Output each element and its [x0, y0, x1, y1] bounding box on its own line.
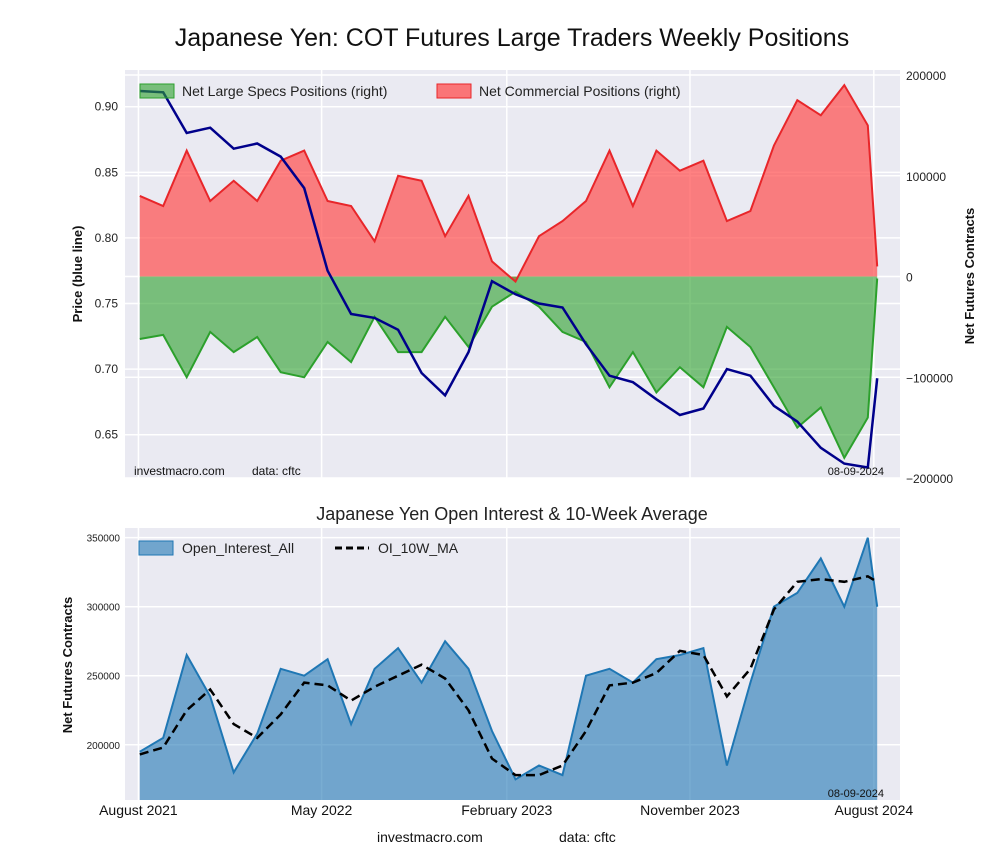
legend-swatch-commercial	[436, 83, 472, 99]
top-right-tick-2: 0	[906, 271, 913, 285]
legend-label-commercial: Net Commercial Positions (right)	[479, 83, 681, 99]
footer-source: investmacro.com	[377, 829, 483, 845]
commercial-line	[139, 83, 879, 284]
bottom-ma-line	[139, 574, 878, 777]
ma-line	[139, 574, 878, 777]
top-left-tick-4: 0.85	[95, 165, 119, 179]
bottom-ytick-3: 350000	[87, 534, 121, 545]
bottom-oi-area	[139, 537, 879, 800]
top-right-tick-4: 200000	[906, 69, 946, 83]
bottom-title: Japanese Yen Open Interest & 10-Week Ave…	[316, 504, 708, 524]
footer-data: data: cftc	[559, 829, 616, 845]
bottom-legend: Open_Interest_All OI_10W_MA	[138, 540, 459, 556]
top-areas	[139, 83, 879, 461]
oi-line	[139, 537, 879, 781]
bottom-yticks: 200000 250000 300000 350000	[87, 534, 121, 752]
legend-label-ma: OI_10W_MA	[378, 540, 459, 556]
legend-swatch-specs	[139, 83, 175, 99]
top-price-line	[139, 89, 879, 469]
bottom-ytick-2: 300000	[87, 603, 121, 614]
price-line	[139, 89, 879, 469]
top-source-note: investmacro.com	[134, 464, 225, 478]
top-data-note: data: cftc	[252, 464, 301, 478]
oi-area-fill	[139, 537, 878, 800]
figure-title: Japanese Yen: COT Futures Large Traders …	[175, 24, 849, 52]
bottom-panel: Japanese Yen Open Interest & 10-Week Ave…	[60, 504, 913, 818]
top-ylabel-left: Price (blue line)	[70, 226, 85, 323]
bottom-xtick-3: November 2023	[640, 802, 740, 818]
top-left-tick-1: 0.70	[95, 362, 119, 376]
top-legend: Net Large Specs Positions (right) Net Co…	[139, 83, 681, 99]
bottom-xtick-1: May 2022	[291, 802, 353, 818]
bottom-xtick-0: August 2021	[99, 802, 178, 818]
top-date-note: 08-09-2024	[828, 466, 884, 478]
bottom-xtick-2: February 2023	[461, 802, 552, 818]
bottom-xticks: August 2021 May 2022 February 2023 November…	[99, 802, 913, 818]
specs-line	[139, 278, 879, 461]
legend-label-specs: Net Large Specs Positions (right)	[182, 83, 387, 99]
legend-label-oi: Open_Interest_All	[182, 540, 294, 556]
top-left-tick-3: 0.80	[95, 231, 119, 245]
top-left-ticks: 0.65 0.70 0.75 0.80 0.85 0.90	[95, 100, 119, 442]
top-right-tick-3: 100000	[906, 170, 946, 184]
top-left-tick-0: 0.65	[95, 428, 119, 442]
top-left-tick-2: 0.75	[95, 297, 119, 311]
top-panel: 0.65 0.70 0.75 0.80 0.85 0.90 −200000 −100000 0…	[70, 69, 977, 486]
top-right-tick-0: −200000	[906, 472, 953, 486]
bottom-ytick-1: 250000	[87, 672, 121, 683]
commercial-area	[139, 85, 878, 282]
top-left-tick-5: 0.90	[95, 100, 119, 114]
top-right-tick-1: −100000	[906, 371, 953, 385]
bottom-ytick-0: 200000	[87, 741, 121, 752]
specs-area	[139, 276, 878, 458]
top-right-ticks: −200000 −100000 0 100000 200000	[906, 69, 953, 486]
legend-swatch-oi	[138, 540, 174, 556]
bottom-xtick-4: August 2024	[835, 802, 914, 818]
bottom-ylabel: Net Futures Contracts	[60, 597, 75, 734]
bottom-date-note: 08-09-2024	[828, 788, 884, 800]
top-ylabel-right: Net Futures Contracts	[962, 208, 977, 345]
